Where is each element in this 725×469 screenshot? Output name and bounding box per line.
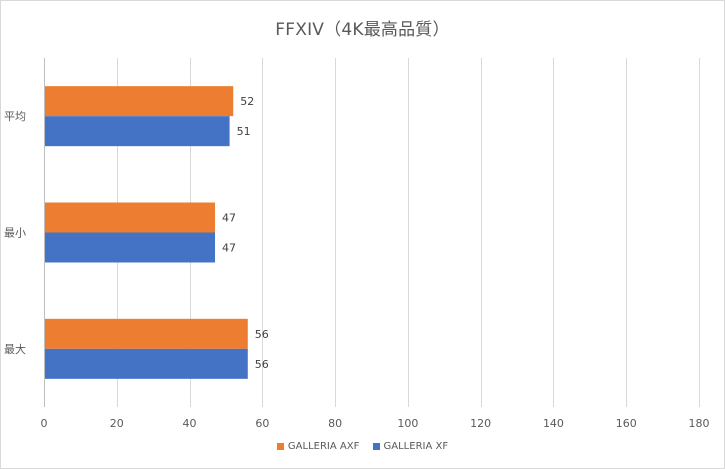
x-tick-label: 100 [397,417,418,430]
chart-title: FFXIV（4K最高品質） [275,20,450,40]
data-label: 52 [240,95,254,108]
bar-series-2 [45,232,216,263]
x-tick-label: 80 [328,417,342,430]
bar-series-2 [45,116,230,147]
legend-label-series-2: GALLERIA XF [383,441,449,452]
data-label: 47 [222,212,236,225]
data-label: 56 [255,328,269,341]
y-category-label: 最大 [4,342,26,356]
chart-legend: GALLERIA AXF GALLERIA XF [0,441,725,453]
x-tick-label: 60 [255,417,269,430]
legend-swatch-series-1 [276,443,284,450]
bar-series-1 [45,318,248,349]
x-tick-label: 160 [616,417,637,430]
x-tick-label: 180 [689,417,710,430]
legend-item-series-1: GALLERIA AXF [276,441,360,452]
x-tick-label: 40 [183,417,197,430]
bar-series-1 [45,86,234,117]
data-label: 47 [222,242,236,255]
bar-series-1 [45,202,216,233]
y-category-label: 最小 [4,227,26,240]
bar-series-2 [45,348,248,379]
x-tick-label: 0 [41,417,48,430]
legend-item-series-2: GALLERIA XF [372,441,449,452]
data-label: 51 [237,125,251,138]
legend-swatch-series-2 [372,443,380,450]
data-label: 56 [255,358,269,371]
legend-label-series-1: GALLERIA AXF [287,441,360,452]
x-tick-label: 140 [543,417,564,430]
y-category-label: 平均 [4,110,26,123]
x-tick-label: 120 [470,417,491,430]
x-tick-label: 20 [110,417,124,430]
